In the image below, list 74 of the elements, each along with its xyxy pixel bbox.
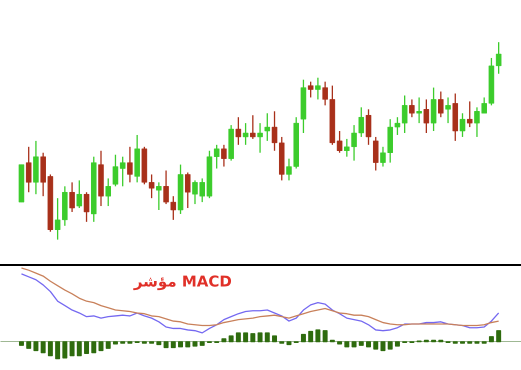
candlestick [460, 112, 466, 138]
bar [264, 332, 270, 342]
bar [315, 329, 320, 342]
candlestick [438, 90, 444, 118]
candlestick [264, 112, 270, 142]
bar [200, 341, 205, 346]
bar [373, 341, 378, 350]
candlestick [127, 146, 133, 184]
bar [170, 341, 176, 348]
bar [272, 335, 278, 342]
bar [388, 341, 393, 350]
bar [76, 341, 82, 356]
bar [380, 341, 386, 352]
bar [178, 341, 184, 348]
bar [84, 341, 90, 354]
bar [300, 334, 306, 342]
bar [55, 341, 60, 360]
candlestick [372, 136, 379, 172]
bar [236, 332, 241, 342]
bar [337, 341, 342, 344]
bar [308, 330, 314, 342]
bar [344, 341, 350, 348]
candlestick [184, 172, 191, 209]
candlestick [416, 96, 422, 124]
bar [40, 341, 46, 354]
candlestick [466, 100, 473, 128]
bar [106, 341, 111, 349]
candlestick [236, 116, 242, 146]
chart-title: مؤشر MACD [132, 272, 232, 290]
bar [358, 341, 364, 346]
bar [258, 332, 263, 342]
candlestick [430, 86, 436, 132]
candlestick [315, 77, 321, 100]
bar [91, 341, 96, 354]
bar [48, 341, 53, 356]
bar [62, 341, 68, 358]
candlestick [148, 174, 154, 199]
candlestick [409, 98, 415, 118]
candlestick [308, 81, 314, 98]
candlestick [84, 192, 90, 222]
candlestick [496, 42, 502, 74]
bar [221, 338, 226, 342]
bar [156, 341, 162, 346]
bar [228, 335, 234, 342]
bar [352, 341, 357, 348]
bar [192, 341, 198, 347]
bar [26, 341, 32, 349]
bar [98, 341, 104, 352]
candlestick [366, 108, 372, 146]
bar [488, 336, 494, 342]
bar [496, 330, 502, 342]
candlestick [156, 182, 162, 211]
candlestick [257, 122, 263, 154]
candlestick [76, 180, 82, 209]
candlestick [69, 182, 75, 213]
bar [33, 341, 38, 352]
candlestick [105, 178, 112, 207]
bar [366, 341, 371, 348]
bar [164, 341, 169, 348]
bar [286, 341, 292, 346]
bar [70, 341, 75, 356]
bar [185, 341, 190, 348]
candlestick [221, 144, 227, 168]
bar [250, 333, 256, 342]
candlestick [445, 96, 451, 124]
bar [394, 341, 400, 347]
bar [243, 332, 248, 342]
candlestick [250, 114, 256, 140]
candlestick [424, 98, 430, 134]
bar [18, 341, 24, 346]
bar [112, 341, 118, 344]
bar [322, 330, 328, 342]
candlestick [26, 146, 32, 193]
candlestick [242, 122, 248, 146]
